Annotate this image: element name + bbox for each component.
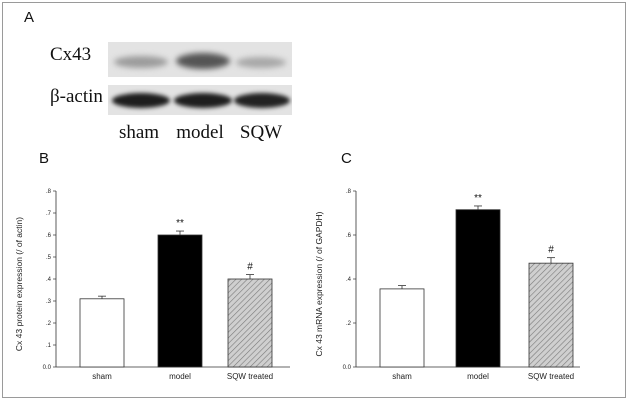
- bar-model: [157, 234, 203, 368]
- panel-a-label: A: [24, 9, 35, 26]
- significance-marker: #: [247, 262, 253, 273]
- y-tick-label: 0.0: [43, 365, 52, 371]
- significance-marker: **: [176, 218, 184, 229]
- x-category-label: SQW treated: [528, 372, 574, 381]
- band-cx43-model: [176, 53, 230, 69]
- band-cx43-sqw: [236, 57, 286, 68]
- x-category-label: SQW treated: [227, 372, 273, 381]
- blot-strip-beta-actin: [108, 85, 292, 115]
- lane-label-sham: sham: [118, 122, 160, 143]
- y-tick-label: .3: [46, 299, 52, 305]
- bar-sham: [379, 288, 425, 368]
- panel-c-label: C: [341, 150, 352, 167]
- bar-sham: [79, 298, 125, 368]
- y-axis-label: Cx 43 protein expression (/ of actin): [14, 217, 24, 351]
- y-axis-label: Cx 43 mRNA expression (/ of GAPDH): [314, 211, 324, 356]
- panel-b-label: B: [39, 150, 50, 167]
- significance-marker: **: [474, 193, 482, 204]
- band-actin-sqw: [234, 93, 290, 108]
- y-tick-label: .5: [46, 255, 52, 261]
- y-tick-label: .6: [346, 233, 352, 239]
- blot-strip-cx43: [108, 42, 292, 77]
- chart-b: 0.0 .1 .2 .3 .4 .5 .6 .7 .8 Cx 43 protein express…: [14, 189, 290, 381]
- x-category-label: sham: [92, 372, 112, 381]
- y-tick-label: .1: [46, 343, 52, 349]
- chart-c: 0.0 .2 .4 .6 .8 Cx 43 mRNA expression (/ of G…: [314, 189, 580, 381]
- y-tick-label: 0.0: [343, 365, 352, 371]
- y-tick-label: .8: [346, 189, 352, 195]
- band-actin-model: [174, 93, 232, 108]
- y-tick-label: .2: [46, 321, 52, 327]
- lane-label-model: model: [176, 122, 224, 143]
- y-tick-label: .6: [46, 233, 52, 239]
- band-actin-sham: [112, 93, 170, 108]
- bar-model: [455, 209, 501, 368]
- x-category-label: sham: [392, 372, 412, 381]
- blot-row-label-beta-actin: β-actin: [50, 86, 103, 107]
- x-category-label: model: [467, 372, 489, 381]
- x-category-label: model: [169, 372, 191, 381]
- y-tick-label: .4: [346, 277, 352, 283]
- y-tick-label: .8: [46, 189, 52, 195]
- y-tick-label: .2: [346, 321, 352, 327]
- y-tick-label: .7: [46, 211, 52, 217]
- y-tick-label: .4: [46, 277, 52, 283]
- significance-marker: #: [548, 245, 554, 256]
- blot-row-label-cx43: Cx43: [50, 44, 92, 65]
- band-cx43-sham: [114, 56, 168, 68]
- bar-sqw-treated: [227, 278, 273, 368]
- lane-label-sqw: SQW: [239, 122, 283, 143]
- bar-sqw-treated: [528, 262, 574, 368]
